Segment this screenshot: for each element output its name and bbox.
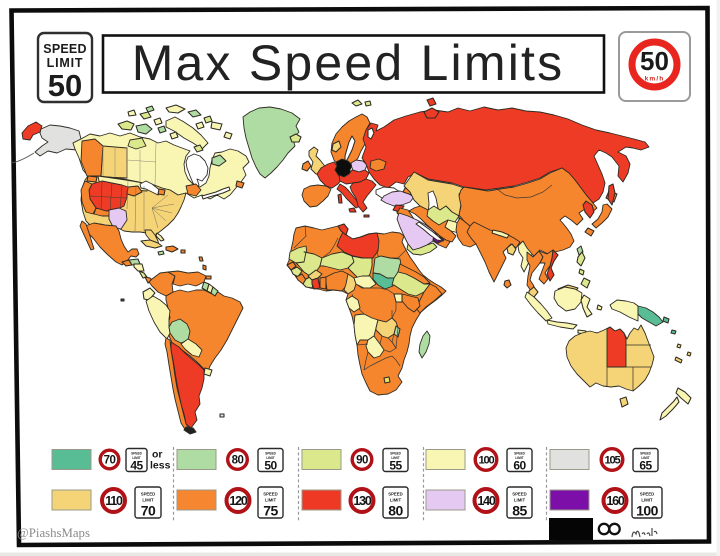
svg-text:LIMIT: LIMIT [132, 456, 140, 460]
svg-text:LIMIT: LIMIT [391, 456, 399, 460]
svg-text:LIMIT: LIMIT [641, 456, 649, 460]
svg-text:or: or [152, 449, 163, 461]
svg-text:LIMIT: LIMIT [514, 497, 526, 502]
svg-text:140: 140 [477, 494, 496, 508]
svg-text:100: 100 [636, 503, 659, 519]
svg-text:km/h: km/h [645, 76, 665, 83]
svg-text:130: 130 [353, 494, 372, 508]
svg-text:SPEED: SPEED [265, 452, 277, 456]
svg-text:SPEED: SPEED [141, 491, 156, 496]
svg-text:@PiashsMaps: @PiashsMaps [17, 526, 90, 540]
svg-text:LIMIT: LIMIT [515, 456, 523, 460]
svg-text:120: 120 [229, 494, 248, 508]
svg-text:SPEED: SPEED [263, 491, 278, 496]
svg-text:LIMIT: LIMIT [390, 497, 402, 502]
svg-text:70: 70 [141, 503, 156, 519]
svg-text:SPEED: SPEED [388, 491, 403, 496]
svg-text:160: 160 [606, 494, 625, 508]
svg-text:105: 105 [604, 455, 620, 467]
svg-text:less: less [150, 460, 171, 472]
svg-text:LIMIT: LIMIT [641, 497, 653, 502]
svg-text:90: 90 [356, 455, 368, 467]
svg-text:SPEED: SPEED [390, 452, 402, 456]
svg-text:SPEED: SPEED [514, 452, 526, 456]
svg-text:70: 70 [104, 455, 116, 467]
svg-text:LIMIT: LIMIT [266, 456, 274, 460]
svg-text:50: 50 [264, 459, 277, 473]
svg-text:100: 100 [478, 455, 494, 467]
svg-text:LIMIT: LIMIT [47, 56, 84, 70]
svg-text:45: 45 [130, 459, 143, 473]
svg-text:65: 65 [639, 459, 652, 473]
svg-text:75: 75 [263, 503, 278, 519]
svg-text:80: 80 [232, 455, 244, 467]
svg-text:60: 60 [513, 459, 526, 473]
svg-text:55: 55 [389, 459, 402, 473]
svg-text:80: 80 [388, 503, 403, 519]
svg-text:110: 110 [105, 494, 123, 508]
svg-text:Max Speed Limits: Max Speed Limits [132, 35, 565, 91]
svg-text:SPEED: SPEED [640, 452, 652, 456]
svg-text:SPEED: SPEED [43, 42, 86, 56]
svg-text:50: 50 [640, 46, 669, 76]
svg-text:SPEED: SPEED [512, 491, 527, 496]
svg-text:85: 85 [512, 503, 527, 519]
svg-text:50: 50 [48, 68, 82, 103]
svg-text:LIMIT: LIMIT [265, 497, 277, 502]
svg-text:LIMIT: LIMIT [142, 497, 154, 502]
svg-text:SPEED: SPEED [640, 491, 655, 496]
svg-text:SPEED: SPEED [131, 452, 143, 456]
